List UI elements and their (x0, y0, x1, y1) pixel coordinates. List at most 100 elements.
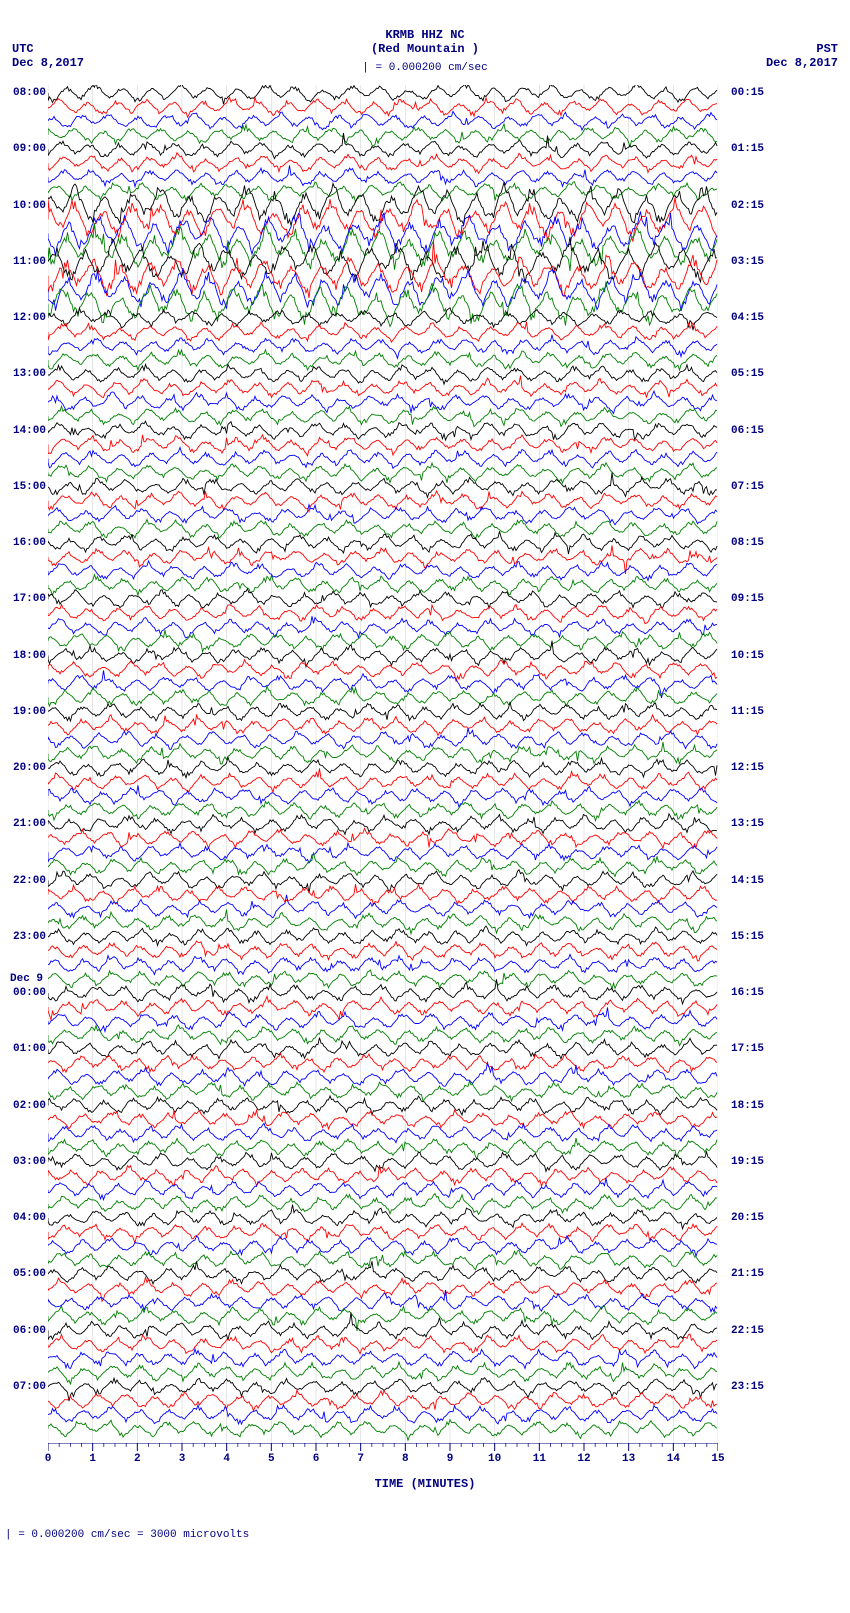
pst-time-10:15: 10:15 (731, 650, 767, 662)
trace-row18-2 (48, 1123, 717, 1142)
utc-time-17:00: 17:00 (10, 593, 46, 605)
trace-row4-3 (48, 350, 717, 370)
trace-row5-0 (48, 365, 717, 385)
x-tick-3: 3 (179, 1453, 186, 1465)
trace-row5-1 (48, 376, 717, 398)
seismogram-container: KRMB HHZ NC (Red Mountain ) | = 0.000200… (0, 0, 850, 1613)
utc-time-09:00: 09:00 (10, 143, 46, 155)
trace-row7-2 (48, 505, 717, 525)
pst-time-08:15: 08:15 (731, 537, 767, 549)
trace-row4-0 (48, 308, 717, 331)
right-date: Dec 8,2017 (766, 56, 838, 70)
trace-row19-3 (48, 1194, 717, 1215)
x-tick-1: 1 (89, 1453, 96, 1465)
pst-time-06:15: 06:15 (731, 425, 767, 437)
trace-row11-2 (48, 728, 717, 749)
trace-row21-1 (48, 1277, 717, 1301)
trace-row10-1 (48, 660, 717, 682)
trace-row9-0 (48, 589, 717, 608)
right-tz-label: PST (816, 42, 838, 56)
trace-row8-1 (48, 545, 717, 574)
trace-row15-1 (48, 941, 717, 961)
trace-row20-0 (48, 1205, 717, 1229)
trace-row16-2 (48, 1007, 717, 1031)
utc-time-03:00: 03:00 (10, 1156, 46, 1168)
utc-time-12:00: 12:00 (10, 312, 46, 324)
utc-time-11:00: 11:00 (10, 256, 46, 268)
left-date: Dec 8,2017 (12, 56, 84, 70)
utc-time-19:00: 19:00 (10, 706, 46, 718)
pst-time-21:15: 21:15 (731, 1268, 767, 1280)
x-tick-10: 10 (488, 1453, 501, 1465)
trace-row13-2 (48, 843, 717, 863)
utc-time-01:00: 01:00 (10, 1043, 46, 1055)
trace-row7-1 (48, 491, 717, 512)
trace-row19-0 (48, 1152, 717, 1172)
utc-time-06:00: 06:00 (10, 1325, 46, 1337)
trace-row13-1 (48, 829, 717, 849)
trace-row9-3 (48, 630, 717, 651)
trace-row21-2 (48, 1290, 717, 1312)
x-tick-15: 15 (711, 1453, 724, 1465)
trace-row0-1 (48, 97, 717, 117)
utc-time-04:00: 04:00 (10, 1212, 46, 1224)
station-code: KRMB HHZ NC (0, 28, 850, 42)
trace-row22-0 (48, 1312, 717, 1340)
utc-time-00:00: 00:00 (10, 987, 46, 999)
day-break-label: Dec 9 (10, 973, 43, 985)
trace-row22-3 (48, 1362, 717, 1384)
trace-row6-2 (48, 447, 717, 468)
trace-row1-2 (48, 165, 717, 186)
x-tick-9: 9 (447, 1453, 454, 1465)
utc-time-20:00: 20:00 (10, 762, 46, 774)
trace-row23-2 (48, 1405, 717, 1424)
station-location: (Red Mountain ) (0, 42, 850, 56)
utc-time-07:00: 07:00 (10, 1381, 46, 1393)
utc-time-13:00: 13:00 (10, 368, 46, 380)
trace-row17-3 (48, 1081, 717, 1101)
pst-time-03:15: 03:15 (731, 256, 767, 268)
trace-row22-1 (48, 1334, 717, 1354)
trace-row12-3 (48, 800, 717, 820)
utc-time-18:00: 18:00 (10, 650, 46, 662)
x-tick-6: 6 (313, 1453, 320, 1465)
footer-scale: | = 0.000200 cm/sec = 3000 microvolts (5, 1529, 249, 1541)
utc-time-23:00: 23:00 (10, 931, 46, 943)
seismogram-plot (48, 85, 718, 1435)
trace-row1-1 (48, 153, 717, 174)
pst-time-14:15: 14:15 (731, 875, 767, 887)
pst-time-19:15: 19:15 (731, 1156, 767, 1168)
trace-row14-1 (48, 884, 717, 904)
x-tick-4: 4 (223, 1453, 230, 1465)
utc-time-08:00: 08:00 (10, 87, 46, 99)
seismogram-svg (48, 85, 718, 1445)
pst-time-22:15: 22:15 (731, 1325, 767, 1337)
pst-time-09:15: 09:15 (731, 593, 767, 605)
trace-row15-0 (48, 926, 717, 946)
trace-row8-3 (48, 575, 717, 596)
x-tick-2: 2 (134, 1453, 141, 1465)
trace-row3-2 (48, 268, 717, 311)
trace-row6-0 (48, 421, 717, 440)
pst-time-18:15: 18:15 (731, 1100, 767, 1112)
trace-row20-1 (48, 1223, 717, 1243)
pst-time-07:15: 07:15 (731, 481, 767, 493)
trace-row14-2 (48, 895, 717, 919)
trace-row1-0 (48, 133, 717, 159)
pst-time-00:15: 00:15 (731, 87, 767, 99)
x-tick-11: 11 (533, 1453, 546, 1465)
pst-time-16:15: 16:15 (731, 987, 767, 999)
left-tz-label: UTC (12, 42, 34, 56)
trace-row8-0 (48, 531, 717, 554)
x-tick-14: 14 (667, 1453, 680, 1465)
trace-row9-1 (48, 605, 717, 624)
pst-time-05:15: 05:15 (731, 368, 767, 380)
trace-row16-1 (48, 996, 717, 1019)
trace-row15-2 (48, 954, 717, 974)
trace-row23-3 (48, 1420, 717, 1441)
utc-time-02:00: 02:00 (10, 1100, 46, 1112)
trace-row18-1 (48, 1110, 717, 1129)
utc-time-16:00: 16:00 (10, 537, 46, 549)
trace-row2-1 (48, 198, 717, 242)
trace-row18-0 (48, 1096, 717, 1115)
